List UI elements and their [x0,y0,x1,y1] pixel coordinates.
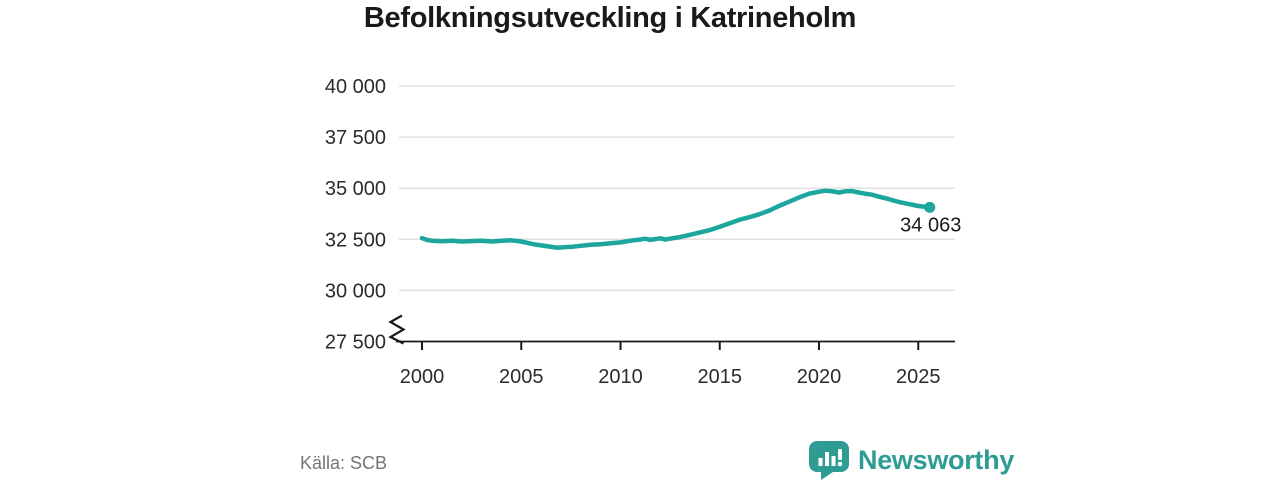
newsworthy-logo-text: Newsworthy [858,444,1015,475]
source-label: Källa: SCB [300,453,388,473]
chart-title: Befolkningsutveckling i Katrineholm [363,2,857,34]
y-axis-tick-label: 35 000 [325,178,386,200]
x-axis-tick-label: 2025 [896,366,941,388]
x-axis-tick-label: 2000 [400,366,445,388]
y-axis-tick-label: 37 500 [325,127,386,149]
y-axis-tick-label: 30 000 [325,280,386,302]
y-axis-tick-label: 27 500 [325,332,386,354]
y-axis-break-icon [388,314,406,345]
x-axis-tick-label: 2020 [797,366,842,388]
end-value-label: 34 063 [900,214,961,236]
y-axis-tick-label: 32 500 [325,229,386,251]
y-axis-tick-label: 40 000 [325,76,386,98]
x-axis-tick-label: 2005 [499,366,544,388]
newsworthy-bubble-barchart-icon [809,441,849,480]
end-point-dot [924,201,936,213]
population-line [419,188,933,250]
newsworthy-logo: Newsworthy [808,440,1014,480]
x-axis-tick-label: 2010 [598,366,643,388]
x-axis-tick-label: 2015 [698,366,743,388]
